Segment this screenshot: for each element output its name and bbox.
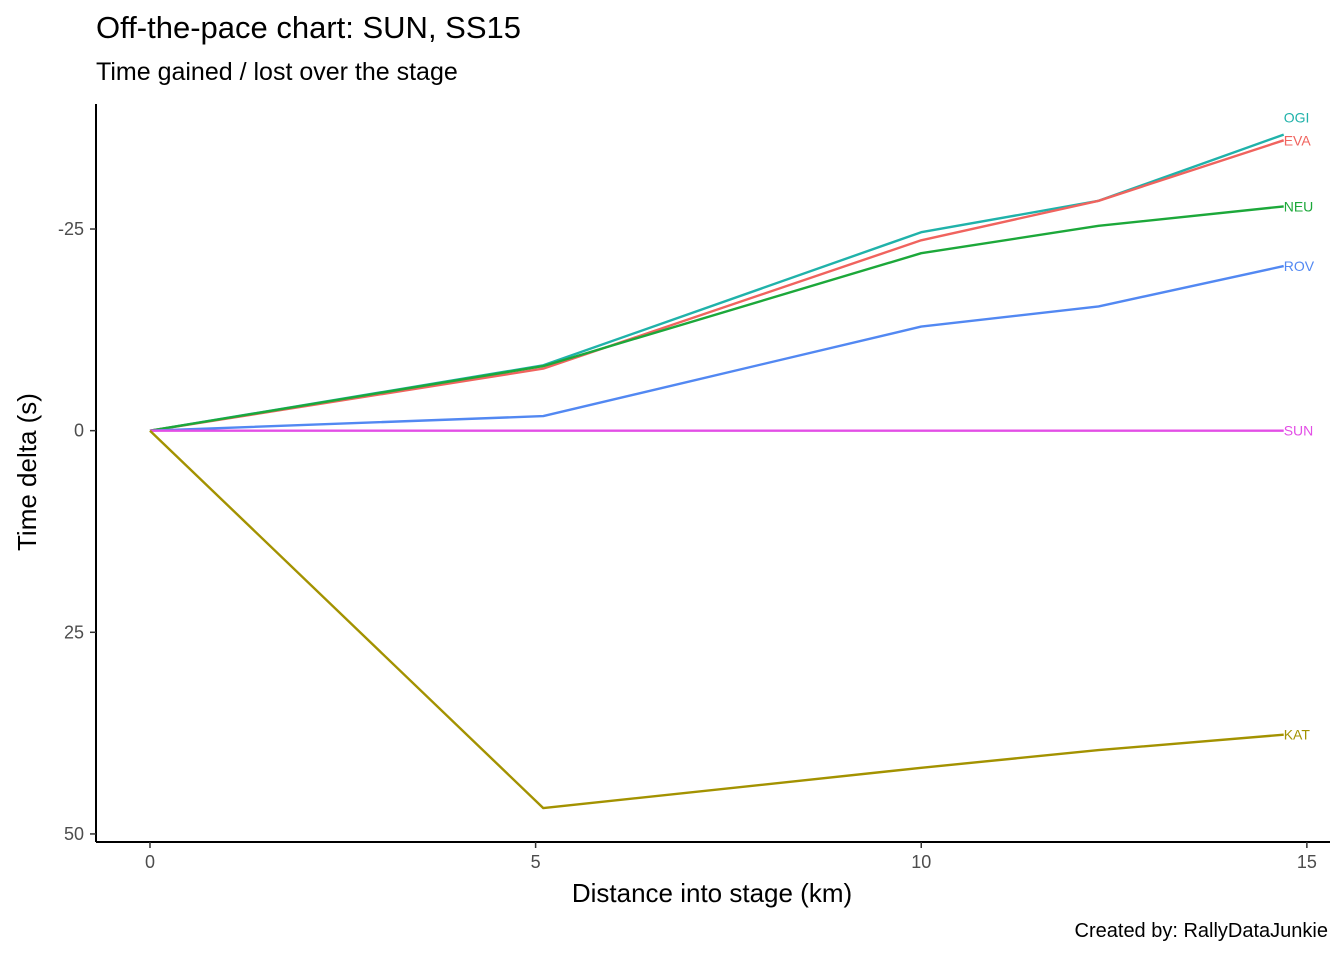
y-tick-label: 25 <box>64 622 84 642</box>
series-label-eva: EVA <box>1284 132 1312 148</box>
series-label-ogi: OGI <box>1284 110 1310 126</box>
series-label-neu: NEU <box>1284 198 1314 214</box>
series-label-kat: KAT <box>1284 727 1311 743</box>
series-line-kat <box>149 429 1284 810</box>
series-label-sun: SUN <box>1284 423 1314 439</box>
series-line-neu <box>149 205 1284 432</box>
chart-subtitle: Time gained / lost over the stage <box>96 58 458 86</box>
series-line-eva <box>149 139 1285 432</box>
y-tick-label: 0 <box>74 421 84 441</box>
series-lines <box>149 133 1285 810</box>
y-axis-title: Time delta (s) <box>12 393 42 551</box>
y-tick-label: -25 <box>58 219 84 239</box>
series-line-rov <box>149 264 1284 432</box>
series-labels: OGI EVA NEU ROV SUN KAT <box>1284 110 1315 743</box>
series-line-ogi <box>149 133 1285 432</box>
x-tick-label: 15 <box>1297 852 1317 872</box>
x-tick-label: 5 <box>531 852 541 872</box>
x-tick-label: 0 <box>145 852 155 872</box>
chart-axes: 0 5 10 15 -25 0 25 50 <box>58 104 1330 872</box>
x-axis-title: Distance into stage (km) <box>572 878 852 908</box>
y-tick-label: 50 <box>64 824 84 844</box>
x-tick-label: 10 <box>911 852 931 872</box>
series-label-rov: ROV <box>1284 258 1315 274</box>
chart-caption: Created by: RallyDataJunkie <box>1074 920 1328 942</box>
chart-title: Off-the-pace chart: SUN, SS15 <box>96 10 522 45</box>
